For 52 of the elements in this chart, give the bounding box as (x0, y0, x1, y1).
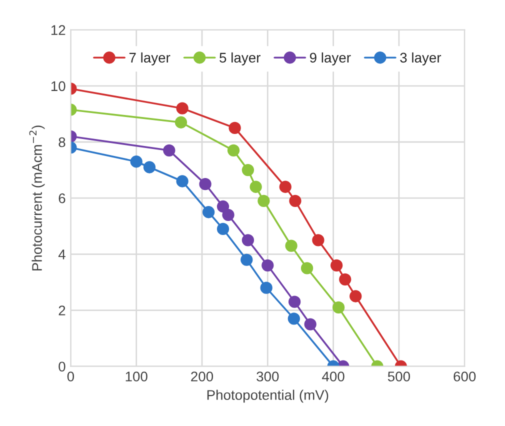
point (202, 206, 215, 218)
y-tick-label: 6 (58, 193, 66, 204)
x-tick-label: 300 (256, 372, 279, 382)
point (222, 208, 234, 221)
point (304, 318, 316, 330)
x-tick-label: 100 (126, 372, 148, 382)
point (258, 194, 270, 207)
y-tick-label: 8 (58, 137, 66, 148)
point (285, 240, 298, 252)
point (176, 175, 188, 188)
point (228, 122, 241, 134)
x-tick-label: 600 (454, 372, 476, 382)
point (330, 259, 343, 272)
point (260, 282, 272, 294)
point (130, 156, 142, 168)
point (279, 180, 292, 193)
point (288, 296, 301, 308)
y-tick-label: 12 (51, 25, 66, 35)
x-tick-label: 200 (191, 372, 214, 382)
point (262, 259, 274, 272)
x-axis-title: Photopotential (mV) (207, 390, 328, 403)
point (242, 234, 254, 246)
legend-label: 3 layer (400, 52, 442, 66)
point (332, 301, 345, 314)
x-tick-label: 400 (322, 372, 344, 382)
point (163, 144, 176, 156)
point (300, 262, 314, 274)
point (339, 273, 352, 286)
y-tick-label: 0 (58, 362, 66, 372)
point (199, 178, 212, 190)
y-tick-label: 10 (51, 81, 66, 92)
x-tick-label: 0 (67, 372, 74, 382)
point (174, 116, 188, 128)
legend-label: 7 layer (129, 52, 170, 66)
point (312, 234, 324, 246)
point (216, 200, 230, 213)
legend-label: 9 layer (310, 52, 351, 66)
point (227, 144, 240, 156)
point (250, 180, 262, 193)
point (216, 222, 230, 236)
point (242, 164, 254, 176)
point (240, 254, 253, 266)
x-tick-label: 500 (388, 372, 410, 382)
legend-label: 5 layer (220, 52, 260, 66)
point (288, 312, 300, 325)
y-axis-title: Photocurrent (mAcm$^{−2}$) (29, 126, 45, 270)
point (143, 161, 156, 174)
point (289, 194, 302, 207)
y-tick-label: 2 (58, 306, 66, 316)
point (176, 102, 188, 114)
point (350, 290, 362, 302)
y-tick-label: 4 (58, 250, 66, 260)
